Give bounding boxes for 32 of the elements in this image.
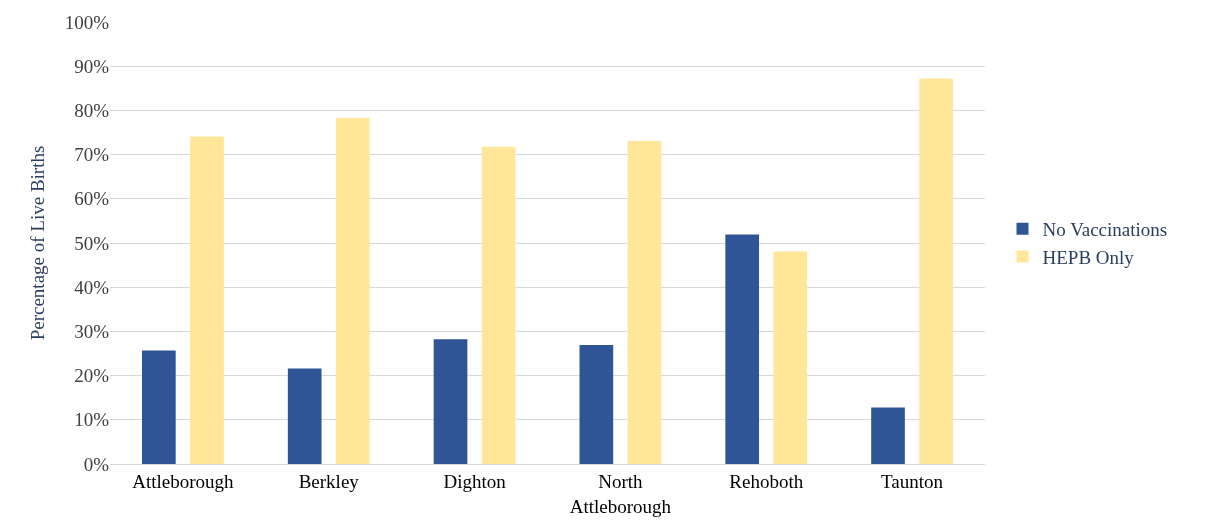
y-tick-label: 70% [74, 144, 110, 166]
bar [481, 146, 516, 464]
x-tick-label: Dighton [443, 470, 507, 492]
x-tick-label: North Attleborough [569, 470, 672, 517]
bar [287, 368, 322, 464]
bar [142, 350, 176, 464]
bar [627, 140, 662, 464]
y-tick-label: 0% [83, 453, 110, 475]
bar [579, 345, 614, 464]
y-tick-label: 10% [74, 409, 110, 431]
y-tick-label: 30% [74, 321, 110, 343]
bar [919, 78, 953, 464]
y-tick-label: 90% [74, 55, 110, 77]
y-tick-label: 60% [74, 188, 110, 210]
legend-label: No Vaccinations [1042, 219, 1168, 241]
x-tick-label: Rehoboth [729, 470, 804, 492]
bar [773, 251, 808, 464]
bar [433, 339, 468, 464]
y-tick-label: 80% [74, 100, 110, 122]
legend-label: HEPB Only [1042, 246, 1135, 268]
y-tick-label: 20% [74, 365, 110, 387]
y-tick-label: 50% [74, 232, 110, 254]
bar [335, 117, 370, 464]
x-tick-label: Berkley [298, 470, 360, 492]
x-tick-label: Taunton [881, 470, 944, 492]
y-tick-label: 100% [64, 11, 110, 33]
y-tick-label: 40% [74, 276, 110, 298]
y-axis-title: Percentage of Live Births [26, 145, 48, 341]
bar [190, 136, 224, 464]
bar [871, 407, 905, 464]
x-tick-label: Attleborough [132, 470, 235, 492]
bar [725, 234, 760, 464]
